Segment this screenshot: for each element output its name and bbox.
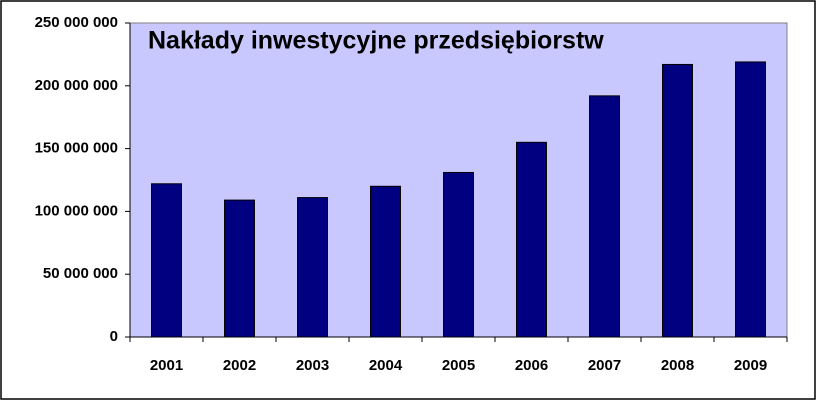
y-tick-label: 250 000 000 (35, 14, 118, 31)
y-tick-label: 0 (110, 328, 118, 345)
bar (224, 199, 255, 338)
x-tick-label: 2004 (369, 357, 403, 374)
x-tick-label: 2006 (515, 357, 548, 374)
x-tick-label: 2002 (223, 357, 256, 374)
chart-title: Nakłady inwestycyjne przedsiębiorstw (148, 27, 604, 55)
bar (516, 141, 547, 338)
bar (589, 95, 620, 338)
bar (370, 185, 401, 338)
x-tick-label: 2005 (442, 357, 475, 374)
y-tick-label: 100 000 000 (35, 202, 118, 219)
bar (662, 63, 693, 338)
bar (297, 197, 328, 338)
bar (151, 183, 182, 338)
x-tick-label: 2003 (296, 357, 329, 374)
x-tick-label: 2001 (150, 357, 183, 374)
x-tick-label: 2007 (588, 357, 621, 374)
x-tick-label: 2008 (661, 357, 694, 374)
y-tick-label: 50 000 000 (43, 265, 118, 282)
y-tick-label: 150 000 000 (35, 140, 118, 157)
y-tick-label: 200 000 000 (35, 77, 118, 94)
x-tick-label: 2009 (734, 357, 767, 374)
bar (735, 61, 766, 338)
bar (443, 171, 474, 338)
